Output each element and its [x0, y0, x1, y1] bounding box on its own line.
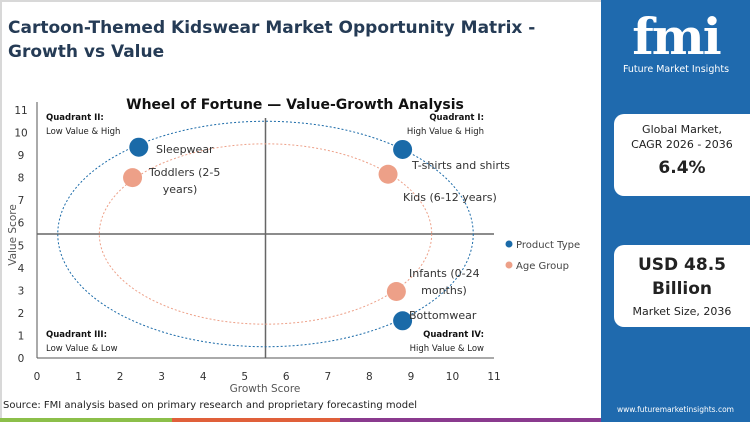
data-label: years) — [163, 183, 198, 196]
stripe-green — [0, 418, 172, 422]
data-point — [393, 139, 413, 159]
ring-product-type — [57, 120, 474, 348]
x-tick-label: 4 — [200, 371, 207, 383]
x-axis-label: Growth Score — [230, 383, 301, 395]
logo-mark: fmi — [632, 7, 721, 66]
chart: Wheel of Fortune — Value-Growth Analysis… — [7, 97, 580, 395]
data-label: months) — [421, 284, 467, 297]
data-label: Kids (6-12 years) — [403, 191, 497, 204]
legend-marker — [505, 240, 513, 248]
quadrant-title: Quadrant IV: — [423, 330, 484, 340]
x-tick-label: 9 — [408, 371, 415, 383]
page-title: Cartoon-Themed Kidswear Market Opportuni… — [8, 18, 536, 62]
y-tick-label: 7 — [18, 195, 25, 207]
legend-marker — [505, 261, 513, 269]
y-tick-label: 10 — [14, 128, 27, 140]
quadrant-title: Quadrant I: — [429, 113, 484, 123]
quadrant-description: High Value & Low — [410, 344, 484, 354]
x-tick-label: 1 — [75, 371, 82, 383]
legend-label: Age Group — [516, 261, 569, 272]
cagr-card: Global Market, CAGR 2026 - 2036 6.4% — [614, 114, 750, 196]
x-tick-label: 0 — [34, 371, 41, 383]
quadrant-description: Low Value & Low — [46, 344, 118, 354]
y-tick-label: 11 — [14, 105, 27, 117]
x-tick-label: 3 — [158, 371, 165, 383]
data-label: Toddlers (2-5 — [148, 166, 220, 179]
x-tick-label: 2 — [117, 371, 124, 383]
sidebar: fmi Future Market Insights Global Market… — [601, 0, 750, 422]
stripe-orange — [172, 418, 340, 422]
x-tick-label: 7 — [324, 371, 331, 383]
data-point — [123, 168, 143, 188]
y-tick-label: 4 — [18, 263, 25, 275]
data-label: Bottomwear — [409, 309, 477, 322]
y-tick-label: 6 — [18, 218, 25, 230]
data-label: Infants (0-24 — [409, 267, 480, 280]
y-tick-label: 8 — [18, 173, 25, 185]
data-point — [393, 311, 413, 331]
quadrant-title: Quadrant II: — [46, 113, 104, 123]
y-tick-label: 1 — [18, 330, 25, 342]
y-tick-label: 2 — [18, 308, 25, 320]
logo-subtitle: Future Market Insights — [622, 64, 730, 75]
ring-age-group — [98, 143, 433, 325]
y-axis-label: Value Score — [7, 204, 19, 266]
stripe-purple — [340, 418, 602, 422]
data-point — [129, 137, 149, 157]
y-tick-label: 9 — [18, 150, 25, 162]
x-tick-label: 6 — [283, 371, 290, 383]
website-link[interactable]: www.futuremarketinsights.com — [617, 405, 734, 414]
data-label: Sleepwear — [156, 143, 214, 156]
quadrant-title: Quadrant III: — [46, 330, 107, 340]
y-tick-label: 3 — [18, 285, 25, 297]
cagr-label: Global Market, — [642, 123, 722, 136]
x-tick-label: 5 — [241, 371, 248, 383]
x-tick-label: 11 — [487, 371, 500, 383]
data-point — [386, 281, 406, 301]
chart-title: Wheel of Fortune — Value-Growth Analysis — [126, 97, 464, 113]
market-size-label: Market Size, 2036 — [632, 305, 732, 318]
x-tick-label: 8 — [366, 371, 373, 383]
legend-label: Product Type — [516, 240, 580, 251]
x-tick-label: 10 — [446, 371, 459, 383]
y-tick-label: 0 — [18, 353, 25, 365]
cagr-value: 6.4% — [658, 158, 706, 178]
data-label: T-shirts and shirts — [411, 159, 510, 172]
fmi-logo: fmi Future Market Insights — [615, 7, 737, 76]
quadrant-description: Low Value & High — [46, 127, 120, 137]
data-point — [378, 164, 398, 184]
quadrant-description: High Value & High — [407, 127, 484, 137]
cagr-period: CAGR 2026 - 2036 — [631, 138, 733, 151]
y-tick-label: 5 — [18, 240, 25, 252]
market-size-card: USD 48.5 Billion Market Size, 2036 — [614, 245, 750, 327]
chart-frame — [0, 0, 604, 422]
source-note: Source: FMI analysis based on primary re… — [3, 400, 418, 411]
market-size-value: USD 48.5 — [637, 255, 727, 275]
market-size-unit: Billion — [651, 279, 713, 299]
